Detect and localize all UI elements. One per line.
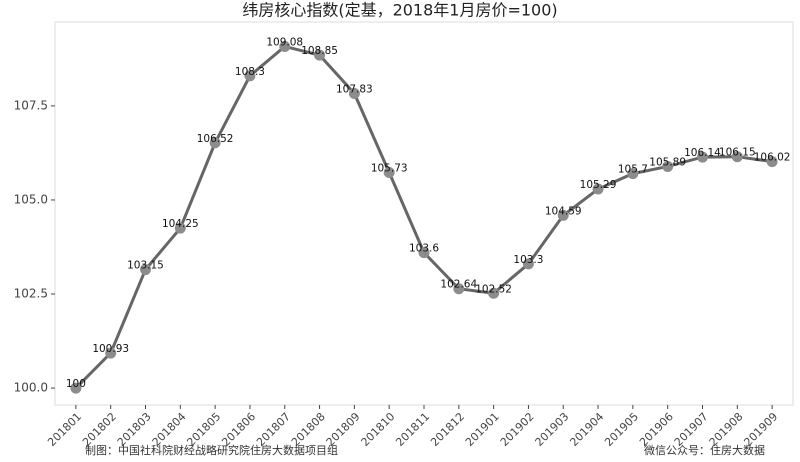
value-label: 105.73: [371, 162, 408, 174]
value-label: 104.59: [545, 205, 582, 217]
y-tick-label: 100.0: [14, 381, 48, 395]
point: [731, 151, 743, 163]
value-label: 103.6: [409, 243, 439, 255]
x-tick-label: 201810: [359, 410, 398, 449]
x-tick-label: 201809: [324, 410, 363, 449]
point: [557, 209, 569, 221]
x-tick-label: 201905: [602, 410, 641, 449]
value-label: 105.7: [618, 164, 648, 176]
x-tick-label: 201811: [393, 410, 432, 449]
y-tick-label: 105.0: [14, 192, 48, 206]
value-label: 109.08: [266, 36, 303, 48]
value-label: 106.15: [719, 147, 756, 159]
value-label: 106.14: [684, 147, 721, 159]
point: [314, 49, 326, 61]
value-label: 106.52: [197, 133, 234, 145]
value-label: 104.25: [162, 218, 199, 230]
point: [140, 264, 152, 276]
value-label: 103.3: [513, 254, 543, 266]
point: [453, 283, 465, 295]
point: [627, 168, 639, 180]
point: [279, 40, 291, 52]
point: [662, 160, 674, 172]
x-tick-label: 201801: [45, 410, 84, 449]
point: [348, 87, 360, 99]
chart-title: 纬房核心指数(定基，2018年1月房价=100): [242, 1, 557, 20]
value-label: 106.02: [754, 152, 791, 164]
point: [383, 166, 395, 178]
point: [70, 382, 82, 394]
y-tick-label: 107.5: [14, 98, 48, 112]
value-label: 108.85: [301, 45, 338, 57]
point: [244, 70, 256, 82]
value-label: 102.52: [475, 283, 512, 295]
point: [592, 183, 604, 195]
y-tick-label: 102.5: [14, 287, 48, 301]
point: [766, 156, 778, 168]
value-label: 100: [66, 378, 86, 390]
point: [105, 347, 117, 359]
point: [488, 287, 500, 299]
panel: [54, 21, 794, 406]
value-label: 103.15: [127, 260, 164, 272]
x-tick-label: 201903: [533, 410, 572, 449]
point: [522, 258, 534, 270]
x-tick-label: 201902: [498, 410, 537, 449]
value-label: 105.89: [649, 156, 686, 168]
value-label: 100.93: [92, 343, 129, 355]
x-tick-label: 201812: [428, 410, 467, 449]
point: [696, 151, 708, 163]
point: [418, 247, 430, 259]
value-label: 107.83: [336, 83, 373, 95]
value-label: 102.64: [440, 279, 477, 291]
point: [209, 137, 221, 149]
x-tick-label: 201901: [463, 410, 502, 449]
x-tick-label: 201904: [567, 410, 606, 449]
value-label: 105.29: [580, 179, 617, 191]
value-label: 108.3: [235, 66, 265, 78]
wechat-note: 微信公众号：住房大数据: [644, 443, 765, 457]
source-note: 制图：中国社科院财经战略研究院住房大数据项目组: [85, 443, 338, 457]
point: [174, 222, 186, 234]
